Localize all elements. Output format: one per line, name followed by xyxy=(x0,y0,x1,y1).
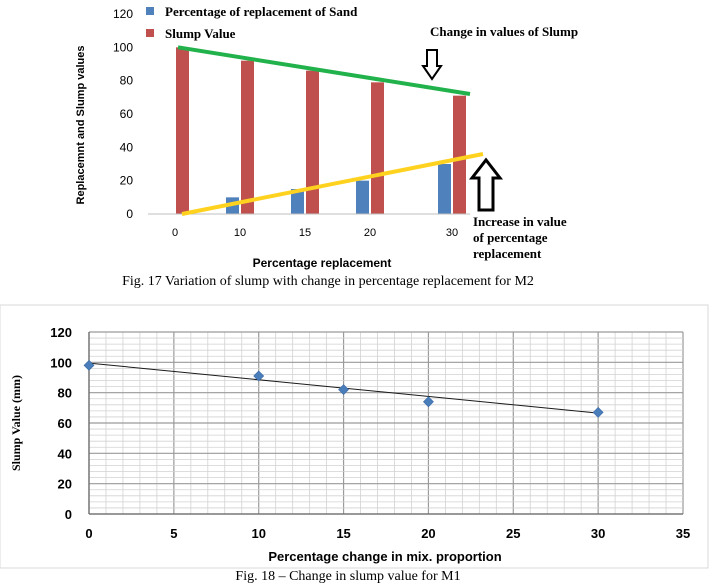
point-15 xyxy=(338,384,349,396)
trendline-sand xyxy=(181,152,484,216)
fig17-y-axis-title: Replacemnt and Slump values xyxy=(75,46,87,205)
point-30 xyxy=(592,406,604,418)
fig18-x-tick-labels: 0 5 10 15 20 25 30 35 xyxy=(85,526,690,541)
fig18-chart-border xyxy=(0,304,709,569)
fig18-chart: 0 20 40 60 80 100 120 0 5 10 15 20 25 30 35 Slump Val… xyxy=(0,304,709,569)
fig17-y-tick-40: 40 xyxy=(120,140,134,154)
legend-label-slump: Slump Value xyxy=(165,26,236,41)
fig18-x-tick-10: 10 xyxy=(251,526,265,541)
fig18-x-tick-5: 5 xyxy=(170,526,177,541)
bar-sand-15 xyxy=(291,189,304,214)
bar-slump-30 xyxy=(453,95,466,214)
fig18-y-tick-80: 80 xyxy=(58,386,72,401)
legend-label-sand: Percentage of replacement of Sand xyxy=(165,4,358,19)
bar-slump-0 xyxy=(176,47,189,215)
fig17-x-tick-15: 15 xyxy=(299,227,311,239)
fig18-y-tick-0: 0 xyxy=(65,507,72,522)
fig18-x-tick-20: 20 xyxy=(421,526,435,541)
fig17-caption: Fig. 17 Variation of slump with change i… xyxy=(122,274,534,289)
fig17-y-tick-120: 120 xyxy=(113,7,133,21)
fig18-y-axis-title: Slump Value (mm) xyxy=(9,375,23,471)
fig18-x-tick-35: 35 xyxy=(676,526,690,541)
fig18-y-tick-20: 20 xyxy=(58,477,72,492)
annotation-increase-line3: replacement xyxy=(473,246,542,261)
fig18-points xyxy=(83,359,604,418)
fig17-y-tick-20: 20 xyxy=(120,174,134,188)
bar-slump-15 xyxy=(306,70,319,215)
fig18-y-tick-100: 100 xyxy=(50,355,72,370)
point-10 xyxy=(253,370,265,382)
fig18-x-axis-title: Percentage change in mix. proportion xyxy=(268,549,501,564)
fig18-y-tick-40: 40 xyxy=(58,446,72,461)
annotation-slump-change: Change in values of Slump xyxy=(430,24,578,39)
legend-swatch-sand xyxy=(146,7,154,15)
bar-sand-30 xyxy=(438,164,451,214)
fig17-x-tick-30: 30 xyxy=(446,227,458,239)
fig17-y-tick-0: 0 xyxy=(126,207,133,221)
fig18-x-tick-0: 0 xyxy=(85,526,92,541)
point-0 xyxy=(83,359,95,371)
arrow-down-icon xyxy=(421,49,443,81)
fig18-x-tick-25: 25 xyxy=(506,526,520,541)
fig17-x-tick-10: 10 xyxy=(234,227,246,239)
trendline-slump xyxy=(177,45,471,96)
bar-sand-20 xyxy=(356,180,369,214)
fig17-x-tick-labels: 0 10 15 20 30 xyxy=(172,227,458,239)
fig17-y-tick-100: 100 xyxy=(113,40,133,54)
fig17-chart: 0 20 40 60 80 100 120 0 10 15 20 30 Percentage of … xyxy=(75,4,578,270)
point-20 xyxy=(423,396,434,408)
fig18-x-tick-30: 30 xyxy=(591,526,605,541)
fig17-y-tick-80: 80 xyxy=(120,74,134,88)
annotation-increase-line2: of percentage xyxy=(473,230,548,245)
fig17-x-axis-title: Percentage replacement xyxy=(253,256,392,270)
arrow-up-icon xyxy=(468,157,504,212)
fig17-x-tick-20: 20 xyxy=(364,227,376,239)
fig17-y-tick-60: 60 xyxy=(120,107,134,121)
bar-slump-20 xyxy=(371,82,384,214)
fig17-trendlines xyxy=(177,45,484,216)
fig18-caption: Fig. 18 – Change in slump value for M1 xyxy=(235,569,460,584)
fig18-x-tick-15: 15 xyxy=(336,526,350,541)
annotation-increase-line1: Increase in value xyxy=(473,214,567,229)
fig17-y-tick-labels: 0 20 40 60 80 100 120 xyxy=(113,7,133,221)
fig18-y-tick-120: 120 xyxy=(50,325,72,340)
fig17-bars xyxy=(176,47,466,215)
fig18-y-tick-60: 60 xyxy=(58,416,72,431)
fig17-x-tick-0: 0 xyxy=(172,227,178,239)
bar-slump-10 xyxy=(241,60,254,214)
legend-swatch-slump xyxy=(146,29,154,37)
fig18-gridlines xyxy=(88,331,684,515)
fig18-y-tick-labels: 0 20 40 60 80 100 120 xyxy=(50,325,72,522)
